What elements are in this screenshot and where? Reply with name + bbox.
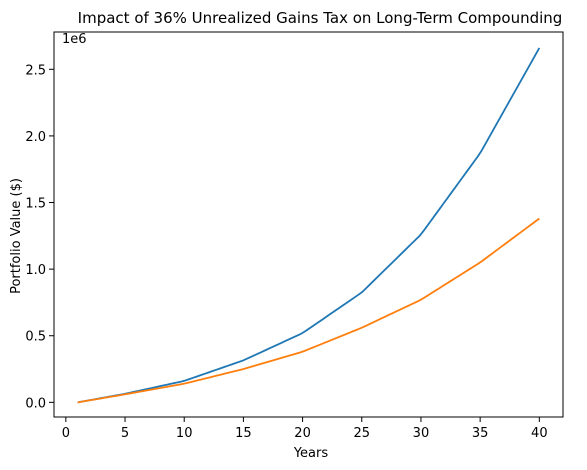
y-tick-label: 1.5 [25,197,46,212]
y-offset-label: 1e6 [62,32,87,47]
y-tick-label: 2.0 [25,130,46,145]
y-tick-label: 0.5 [25,330,46,345]
y-tick-label: 1.0 [25,263,46,278]
chart-title: Impact of 36% Unrealized Gains Tax on Lo… [78,9,563,27]
series-line-1 [77,47,541,404]
y-tick-label: 0.0 [25,396,46,411]
x-tick-label: 40 [531,426,548,441]
y-axis-label: Portfolio Value ($) [9,178,24,294]
x-tick-label: 25 [353,426,370,441]
x-tick-label: 10 [176,426,193,441]
x-tick-label: 30 [413,426,430,441]
x-axis-label: Years [293,446,329,461]
y-tick-label: 2.5 [25,63,46,78]
x-tick-label: 35 [472,426,489,441]
x-tick-label: 0 [62,426,70,441]
y-axis-ticks: 0.0 0.5 1.0 1.5 2.0 2.5 [25,63,54,411]
plot-frame [53,31,564,418]
x-tick-label: 20 [294,426,311,441]
series-line-2 [77,217,540,404]
series-layer [77,47,541,404]
x-tick-label: 5 [121,426,129,441]
x-axis-ticks: 0 5 10 15 20 25 30 35 40 [62,417,548,441]
x-tick-label: 15 [235,426,252,441]
